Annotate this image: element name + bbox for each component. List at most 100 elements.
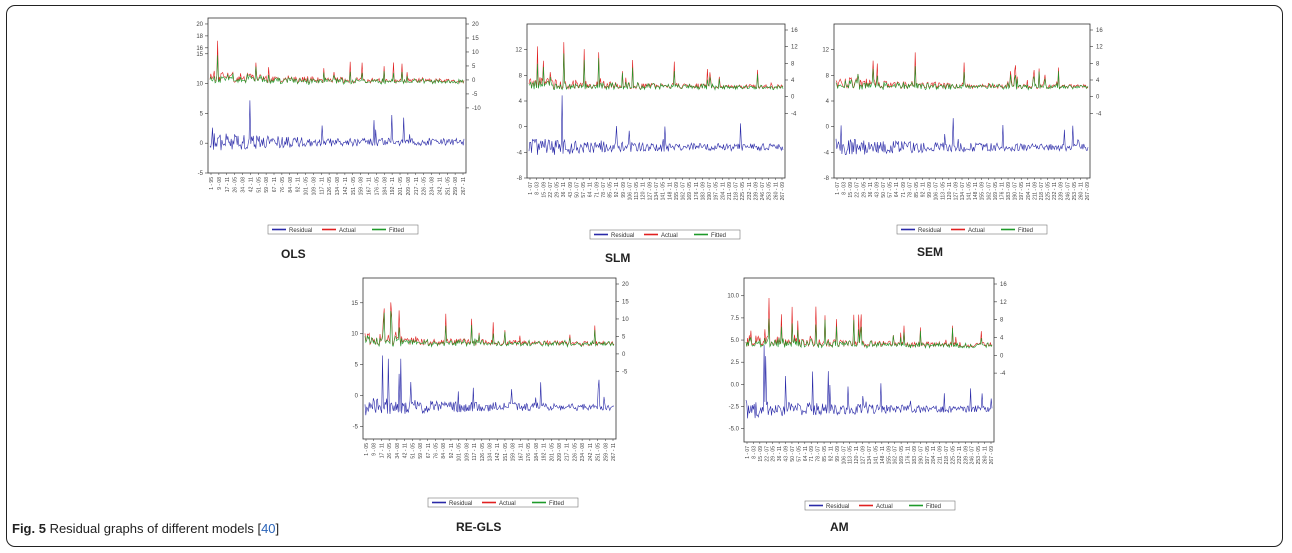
x-tick-label: 201 - 05 [549, 443, 555, 462]
x-tick-label: 57 - 05 [796, 446, 802, 462]
left-tick-label: -5.0 [729, 427, 740, 433]
x-tick-label: 211 - 09 [727, 182, 733, 200]
left-tick-label: 5 [200, 111, 204, 117]
x-tick-label: 42 - 11 [248, 177, 254, 192]
legend-box [267, 224, 419, 235]
x-tick-label: 51 - 05 [410, 443, 416, 459]
x-tick-label: 106 - 07 [934, 182, 940, 201]
series-fitted [528, 53, 784, 91]
right-tick-label: 0 [1096, 95, 1100, 101]
x-tick-label: 162 - 07 [986, 182, 992, 201]
x-tick-label: 142 - 11 [495, 443, 501, 461]
x-tick-label: 232 - 11 [957, 446, 963, 464]
x-tick-label: 225 - 05 [950, 446, 956, 465]
left-tick-label: 12 [515, 48, 522, 54]
legend-label-fitted: Fitted [549, 501, 564, 507]
x-tick-label: 169 - 05 [899, 446, 905, 465]
right-tick-label: 10 [472, 50, 479, 56]
plot-frame [743, 277, 995, 443]
x-tick-label: 17 - 11 [225, 177, 231, 192]
legend-label-fitted: Fitted [389, 228, 404, 234]
right-tick-label: 4 [1096, 78, 1100, 84]
x-tick-label: 1 - 05 [364, 443, 370, 456]
x-tick-label: 84 - 08 [288, 177, 294, 193]
x-tick-label: 127 - 09 [953, 182, 959, 201]
x-tick-label: 167 - 11 [518, 443, 524, 461]
x-tick-label: 246 - 07 [760, 182, 766, 201]
legend-label-actual: Actual [661, 233, 678, 239]
x-tick-label: 113 - 05 [634, 182, 640, 200]
x-tick-label: 183 - 09 [1006, 182, 1012, 201]
x-tick-label: 64 - 11 [894, 182, 900, 197]
x-tick-label: 239 - 09 [753, 182, 759, 201]
x-tick-label: 192 - 11 [390, 177, 396, 195]
x-tick-label: 84 - 08 [441, 443, 447, 459]
x-tick-label: 92 - 11 [828, 446, 834, 461]
x-tick-label: 176 - 05 [374, 177, 380, 196]
legend-label-residual: Residual [289, 228, 312, 234]
series-fitted [835, 66, 1089, 91]
caption-reference-link[interactable]: 40 [261, 521, 276, 536]
x-tick-label: 43 - 09 [568, 182, 574, 198]
x-tick-label: 134 - 08 [335, 177, 341, 196]
left-tick-label: 15 [351, 301, 358, 307]
left-tick-label: 20 [196, 22, 203, 28]
x-tick-label: 120 - 11 [641, 182, 647, 200]
x-tick-label: 50 - 07 [881, 182, 887, 198]
x-tick-label: 159 - 08 [511, 443, 517, 462]
x-tick-label: 59 - 08 [418, 443, 424, 459]
x-tick-label: 22 - 07 [548, 182, 554, 198]
left-tick-label: 10 [196, 82, 203, 88]
left-tick-label: 5.0 [731, 338, 740, 344]
series-actual [528, 42, 784, 90]
x-tick-label: 1 - 07 [745, 446, 751, 459]
x-tick-label: 148 - 11 [667, 182, 673, 200]
right-tick-label: 12 [1096, 45, 1103, 51]
legend-label-actual: Actual [499, 501, 516, 507]
right-tick-label: 16 [1096, 28, 1103, 34]
right-tick-label: 8 [1000, 318, 1004, 324]
x-tick-label: 176 - 11 [999, 182, 1005, 200]
x-tick-label: 234 - 08 [430, 177, 436, 196]
right-tick-label: 8 [791, 61, 795, 67]
x-tick-label: 134 - 07 [654, 182, 660, 201]
x-tick-label: 225 - 05 [1046, 182, 1052, 201]
right-tick-label: 4 [791, 78, 795, 84]
chart-title: AM [830, 520, 849, 534]
x-tick-label: 9 - 08 [217, 177, 223, 190]
x-tick-label: 190 - 07 [707, 182, 713, 201]
x-tick-label: 50 - 07 [574, 182, 580, 198]
x-tick-label: 239 - 09 [963, 446, 969, 465]
x-tick-label: 113 - 05 [848, 446, 854, 464]
chart-sem: 12 8 4 0 -4 -8 16 12 8 4 0 -4 1 - 07 8 - 03 15 - 09 22 … [822, 23, 1103, 259]
x-tick-label: 169 - 05 [687, 182, 693, 201]
x-tick-label: 190 - 07 [918, 446, 924, 465]
x-tick-label: 209 - 08 [406, 177, 412, 196]
plot-frame [362, 277, 617, 440]
x-tick-label: 78 - 07 [907, 182, 913, 198]
x-tick-label: 9 - 08 [372, 443, 378, 456]
right-tick-label: 12 [1000, 300, 1007, 306]
x-tick-label: 211 - 09 [1032, 182, 1038, 200]
x-tick-label: 197 - 05 [714, 182, 720, 201]
right-tick-label: -10 [472, 106, 481, 112]
x-tick-label: 155 - 09 [674, 182, 680, 201]
x-tick-label: 176 - 11 [906, 446, 912, 464]
legend-label-fitted: Fitted [711, 233, 726, 239]
x-tick-label: 134 - 07 [867, 446, 873, 465]
x-tick-label: 267 - 11 [611, 443, 617, 461]
x-tick-label: 8 - 03 [751, 446, 757, 459]
chart-title: OLS [281, 247, 306, 261]
right-tick-label: 0 [622, 352, 626, 358]
left-tick-label: -2.5 [729, 405, 740, 411]
figure-frame [6, 5, 1283, 547]
chart-title: SEM [917, 245, 943, 259]
x-tick-label: 92 - 11 [296, 177, 302, 192]
left-tick-label: -4 [517, 150, 523, 156]
left-tick-label: 10 [351, 332, 358, 338]
x-tick-label: 15 - 09 [541, 182, 547, 198]
legend-box [804, 500, 956, 511]
x-tick-label: 226 - 05 [422, 177, 428, 196]
